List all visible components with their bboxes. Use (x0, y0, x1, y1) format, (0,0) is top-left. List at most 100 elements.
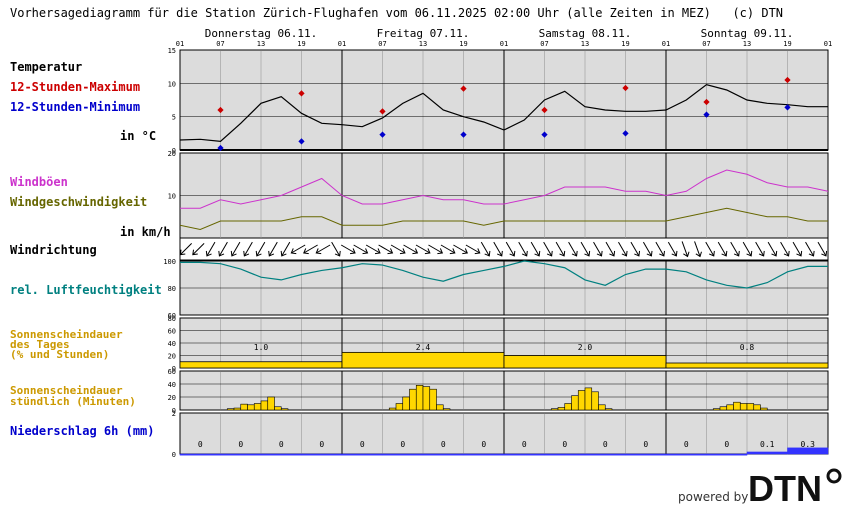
precip-bar (706, 453, 748, 456)
temp-ytick: 0 (172, 147, 176, 155)
precip-label: 0 (562, 440, 567, 449)
hourly-sun-bar (719, 406, 728, 411)
wind-ytick: 10 (168, 193, 176, 201)
precip-bar (463, 453, 505, 456)
wind-arrow (230, 241, 241, 257)
sunday-ytick: 80 (168, 315, 176, 323)
precip-label: 0 (724, 440, 729, 449)
wind-ytick: 20 (168, 150, 176, 158)
label-12h-min: 12-Stunden-Minimum (10, 100, 141, 114)
hourly-sun-bar (253, 403, 262, 411)
hourly-sun-bar (226, 408, 235, 411)
hourly-sun-bar (233, 407, 242, 411)
hourly-sun-bar (415, 384, 424, 411)
precip-bar (503, 453, 545, 456)
daily-sun-label: 0.8 (740, 343, 755, 352)
sunhour-ytick: 20 (168, 394, 176, 402)
hourly-sun-bar (436, 404, 444, 411)
hour-tick-label: 07 (702, 40, 710, 48)
precip-label: 0 (360, 440, 365, 449)
wind-arrow (742, 241, 753, 257)
day-label: Samstag 08.11. (539, 27, 632, 40)
label-wind-unit: in km/h (120, 225, 171, 239)
precip-label: 0.3 (801, 440, 816, 449)
hourly-sun-bar (260, 400, 269, 411)
label-temperatur: Temperatur (10, 60, 83, 74)
hourly-sun-bar (267, 396, 275, 411)
hourly-sun-bar (564, 403, 572, 411)
humidity-ytick: 60 (168, 312, 176, 320)
wind-arrow (205, 241, 216, 257)
hourly-sun-bar (240, 403, 248, 411)
wind-arrow (179, 242, 193, 256)
temp-ytick: 10 (168, 80, 176, 88)
daily-sun-label: 2.0 (578, 343, 593, 352)
temp-ytick: 5 (172, 114, 176, 122)
hourly-sun-bar (733, 401, 741, 411)
wind-arrow (518, 241, 528, 257)
temp-ytick: 15 (168, 47, 176, 55)
hourly-sun-bar (753, 404, 761, 411)
hour-tick-label: 07 (216, 40, 224, 48)
hour-tick-label: 01 (338, 40, 346, 48)
hourly-sun-bar (746, 403, 755, 411)
precip-label: 0 (643, 440, 648, 449)
precip-label: 0.1 (760, 440, 775, 449)
sunday-ytick: 60 (168, 328, 176, 336)
precip-label: 0 (238, 440, 243, 449)
min-marker (379, 131, 386, 138)
temperature-line (179, 84, 828, 142)
precip-bar (625, 453, 667, 456)
precip-bar (382, 453, 424, 456)
wind-arrow (555, 241, 566, 257)
precip-label: 0 (522, 440, 527, 449)
humidity-ytick: 100 (163, 258, 176, 266)
day-label: Freitag 07.11. (377, 27, 470, 40)
precip-label: 0 (684, 440, 689, 449)
min-marker (217, 144, 224, 152)
wind-arrow (353, 244, 369, 255)
wind-arrow (755, 241, 765, 257)
hourly-sun-bar (598, 404, 606, 411)
wind-arrow (192, 242, 205, 256)
label-12h-max: 12-Stunden-Maximum (10, 80, 141, 94)
day-label: Sonntag 09.11. (701, 27, 794, 40)
hour-tick-label: 19 (621, 40, 629, 48)
wind-arrow (440, 244, 456, 255)
wind-arrow (403, 244, 419, 255)
label-sonne-stunde: Sonnenscheindauer stündlich (Minuten) (10, 384, 136, 408)
wind-arrow (780, 241, 790, 257)
precip-bar (220, 453, 262, 456)
hour-tick-label: 07 (540, 40, 548, 48)
daily-sun-bar (341, 351, 505, 369)
wind-arrow (642, 241, 653, 257)
wind-arrow (730, 241, 740, 257)
precip-bar (746, 451, 788, 455)
wind-arrow (315, 244, 331, 255)
wind-arrow (681, 241, 690, 258)
wind-arrow (378, 244, 394, 255)
daily-sun-label: 2.4 (416, 343, 431, 352)
hourly-sun-bar (577, 390, 586, 411)
sunday-ytick: 20 (168, 353, 176, 361)
dtn-logo: DTN (748, 468, 842, 506)
precip-ytick: 0 (172, 451, 176, 459)
precip-bar (665, 453, 707, 456)
hour-tick-label: 19 (297, 40, 305, 48)
precip-label: 0 (400, 440, 405, 449)
precip-bar (341, 453, 383, 456)
panel-dir (179, 237, 829, 261)
wind-arrow (618, 241, 628, 257)
hourly-sun-bar (726, 404, 734, 411)
wind-arrow (505, 241, 516, 257)
wind-arrow (415, 244, 431, 255)
precip-label: 0 (603, 440, 608, 449)
wind-arrow (705, 241, 715, 257)
hourly-sun-bar (429, 388, 437, 411)
svg-text:DTN: DTN (748, 468, 822, 506)
label-niederschlag: Niederschlag 6h (mm) (10, 424, 155, 438)
daily-sun-label: 1.0 (254, 343, 269, 352)
sunday-ytick: 40 (168, 340, 176, 348)
sunhour-ytick: 40 (168, 381, 176, 389)
hour-tick-label: 19 (459, 40, 467, 48)
